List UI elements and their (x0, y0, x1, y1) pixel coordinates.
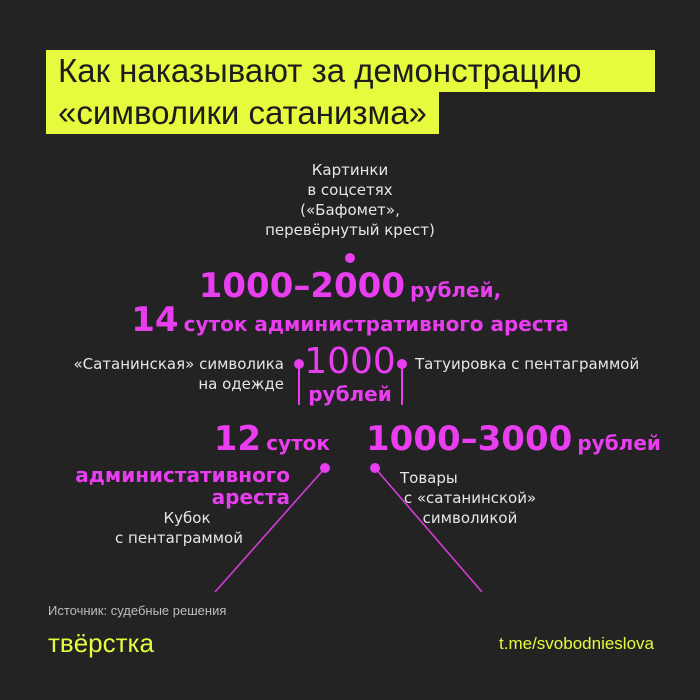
text-line: на одежде (198, 375, 284, 393)
line3: ареста (211, 485, 290, 509)
days: 12 (213, 419, 262, 459)
middle-right-text: Татуировка с пентаграммой (415, 355, 640, 373)
lower-right-penalty: 1000–3000 рублей (366, 420, 661, 464)
lower-left-penalty: 12 суток администативного ареста (75, 420, 330, 508)
unit: рублей (308, 382, 392, 406)
lower-left-dot (320, 463, 330, 473)
caption-line: с «сатанинской» (403, 489, 537, 507)
source-note: Источник: судебные решения (48, 603, 227, 618)
fine-amount: 1000–2000 (198, 266, 405, 306)
caption-line: («Бафомет», (300, 201, 400, 219)
arrest-days: 14 (131, 300, 179, 340)
middle-left-text: «Сатанинская» символика на одежде (73, 354, 284, 394)
text-line: «Сатанинская» символика (73, 355, 284, 373)
top-fine: 1000–2000 рублей, (0, 266, 700, 312)
caption-line: Товары (400, 469, 458, 487)
caption-line: символикой (422, 509, 518, 527)
logo: твёрстка (48, 628, 154, 658)
arrest-text: суток административного ареста (183, 312, 569, 336)
caption-line: Картинки (311, 161, 389, 179)
title-line-2: «символики сатанизма» (46, 92, 439, 134)
amount: 1000 (304, 341, 396, 382)
middle-left-dot (294, 359, 304, 369)
diag-right (374, 467, 483, 593)
lower-left-caption: Кубок с пентаграммой (115, 508, 243, 548)
caption-line: перевёрнутый крест) (265, 221, 435, 239)
caption-line: Кубок (163, 509, 211, 527)
middle-right-dot (397, 359, 407, 369)
telegram-link[interactable]: t.me/svobodnieslova (499, 634, 654, 653)
line2: администативного (75, 463, 290, 487)
title-line-1: Как наказывают за демонстрацию (46, 50, 655, 92)
caption-line: в соцсетях (307, 181, 393, 199)
diag-left (214, 467, 326, 593)
lower-right-caption: Товары с «сатанинской» символикой (400, 468, 540, 528)
top-arrest: 14 суток административного ареста (0, 300, 700, 346)
fine-unit: рублей, (410, 278, 502, 302)
caption-line: с пентаграммой (115, 529, 243, 547)
unit: рублей (577, 431, 661, 455)
amount: 1000–3000 (366, 419, 573, 459)
middle-amount: 1000 рублей (300, 341, 400, 407)
top-caption: Картинки в соцсетях («Бафомет», перевёрн… (200, 160, 500, 240)
lower-right-dot (370, 463, 380, 473)
unit: суток (266, 431, 330, 455)
top-dot (345, 253, 355, 263)
